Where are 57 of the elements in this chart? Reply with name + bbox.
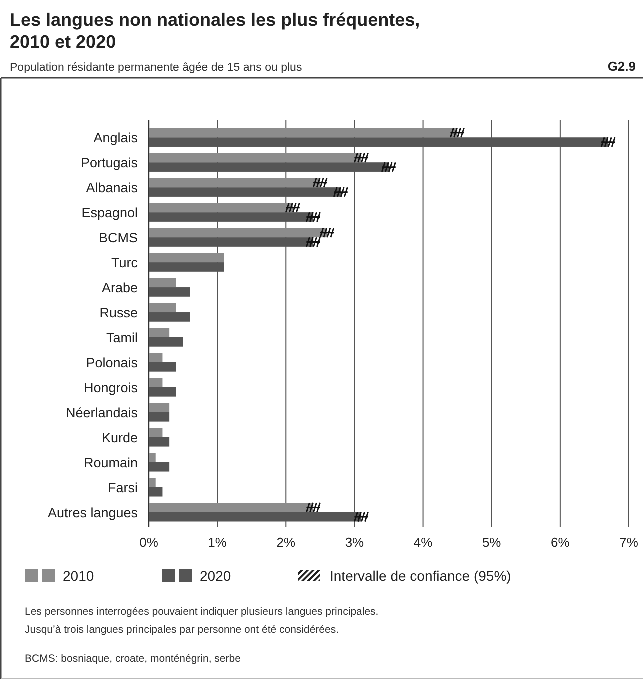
y-tick-label: Tamil xyxy=(106,330,138,346)
bar xyxy=(149,378,163,388)
bar xyxy=(149,153,362,163)
bar xyxy=(149,288,190,297)
text: BCMS: bosniaque, croate, monténégrin, serbe xyxy=(25,653,242,665)
y-tick-label: Portugais xyxy=(80,156,138,171)
bar xyxy=(149,328,170,338)
text: Intervalle de confiance (95%) xyxy=(330,568,512,584)
bar xyxy=(149,128,458,138)
bar xyxy=(149,228,328,238)
bar xyxy=(149,412,170,422)
bar xyxy=(149,387,176,397)
y-tick-label: Hongrois xyxy=(84,380,138,396)
legend-label: 2010 xyxy=(63,568,94,584)
bar xyxy=(149,437,170,447)
y-tick-label: Espagnol xyxy=(82,206,138,221)
bar xyxy=(149,253,224,263)
bar xyxy=(149,362,176,372)
text: G2.9 xyxy=(608,59,636,74)
bar xyxy=(149,278,176,288)
chart-subtitle: Population résidante permanente âgée de 15 ans ou plus xyxy=(10,62,302,74)
y-tick-label: Arabe xyxy=(102,280,138,296)
bar xyxy=(149,203,293,213)
bar xyxy=(149,487,163,497)
legend-label: 2020 xyxy=(200,568,232,584)
bar xyxy=(149,178,320,188)
y-tick-label: Albanais xyxy=(86,180,138,196)
bar xyxy=(149,312,190,322)
x-tick-label: 4% xyxy=(414,535,434,550)
y-tick-label: Roumain xyxy=(84,455,138,470)
y-tick-label: Néerlandais xyxy=(66,405,138,420)
x-tick-label: 7% xyxy=(620,535,639,550)
y-tick-label: Farsi xyxy=(108,480,138,496)
bar xyxy=(149,303,176,313)
y-tick-label: Kurde xyxy=(102,430,138,446)
bar xyxy=(149,403,170,412)
y-tick-label: Turc xyxy=(112,256,138,271)
bar xyxy=(149,478,156,488)
y-tick-label: Russe xyxy=(100,306,138,321)
bar xyxy=(149,462,170,472)
y-tick-label: Anglais xyxy=(94,130,138,146)
x-tick-label: 0% xyxy=(140,535,159,550)
bar xyxy=(149,353,163,362)
x-tick-label: 3% xyxy=(345,535,365,550)
bar xyxy=(149,503,314,512)
x-tick-label: 5% xyxy=(482,535,502,550)
x-tick-label: 2% xyxy=(276,535,296,550)
y-tick-label: Polonais xyxy=(86,355,138,370)
bar xyxy=(149,453,156,462)
text: Les personnes interrogées pouvaient indiquer plusieurs langues principales. Jusqu’à trois langues principales par personne ont été considérées. xyxy=(25,606,379,636)
y-tick-label: Autres langues xyxy=(48,505,138,520)
chart-title: Les langues non nationales les plus fréquentes, 2010 et 2020 xyxy=(10,10,420,52)
y-tick-label: BCMS xyxy=(98,230,138,246)
bar xyxy=(149,428,163,438)
x-tick-label: 1% xyxy=(208,535,228,550)
bar xyxy=(149,337,184,347)
x-tick-label: 6% xyxy=(551,535,570,550)
